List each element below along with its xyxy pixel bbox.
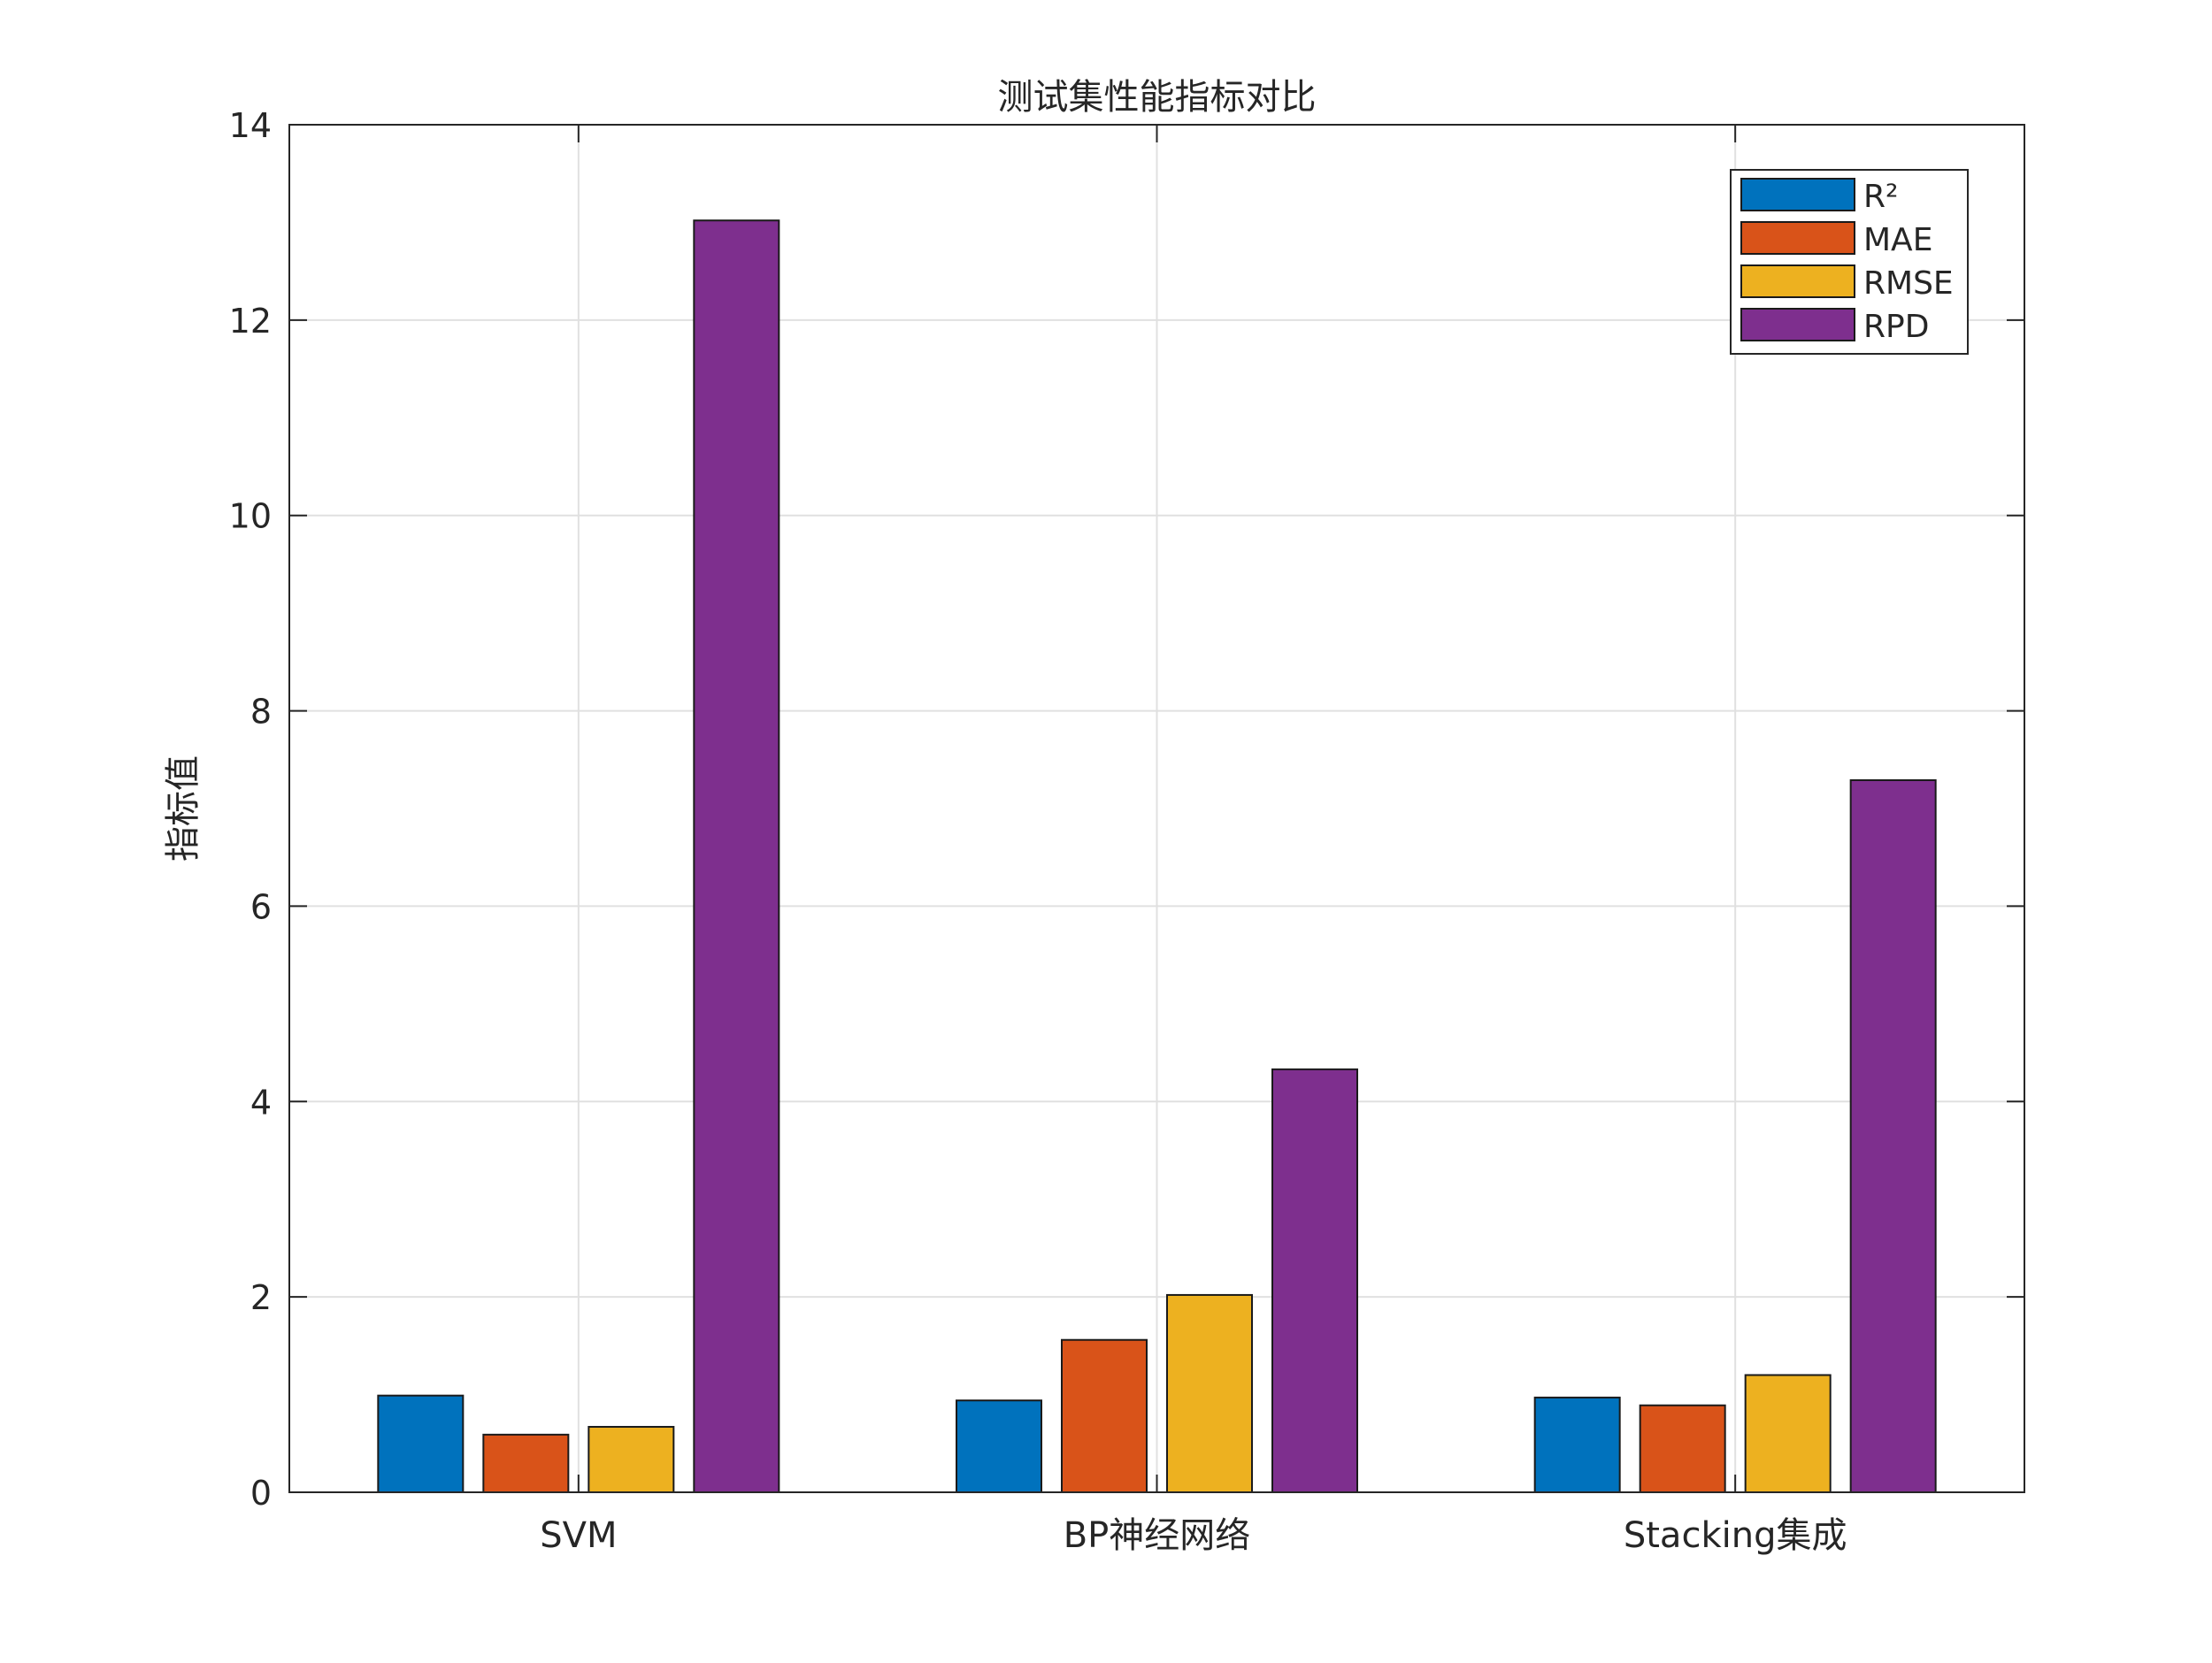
y-tick-label: 12 (229, 302, 272, 341)
legend-label: RMSE (1863, 265, 1954, 302)
y-tick-label: 14 (229, 106, 272, 145)
bar-R²-Stacking集成 (1533, 1396, 1621, 1493)
y-tick-label: 10 (229, 497, 272, 536)
bar-MAE-SVM (482, 1433, 570, 1494)
y-tick-label: 6 (250, 887, 272, 926)
legend-swatch (1740, 221, 1855, 255)
bar-RPD-SVM (693, 219, 780, 1494)
x-tick-label: BP神经网络 (1064, 1515, 1251, 1556)
bar-RMSE-BP神经网络 (1166, 1293, 1253, 1494)
bar-RMSE-SVM (588, 1426, 675, 1493)
y-tick-label: 4 (250, 1083, 272, 1122)
bar-RPD-BP神经网络 (1271, 1068, 1358, 1493)
legend-label: R² (1863, 179, 1898, 215)
y-tick-label: 2 (250, 1278, 272, 1317)
bar-RMSE-Stacking集成 (1744, 1374, 1832, 1493)
x-tick-label: Stacking集成 (1624, 1515, 1847, 1556)
bar-RPD-Stacking集成 (1849, 778, 1937, 1493)
legend: R² MAE RMSE RPD (1730, 169, 1969, 355)
legend-label: RPD (1863, 309, 1929, 345)
legend-swatch (1740, 178, 1855, 211)
chart-title: 测试集性能指标对比 (998, 77, 1317, 118)
grid-lines (289, 125, 2024, 1492)
y-tick-label: 0 (250, 1474, 272, 1513)
legend-label: MAE (1863, 222, 1932, 258)
bar-MAE-Stacking集成 (1639, 1404, 1726, 1494)
y-axis-label: 指标值 (163, 755, 204, 862)
legend-swatch (1740, 264, 1855, 298)
axis-ticks: 0 2 4 6 8 10 12 14 SVM BP神经网络 Stacking集成 (229, 106, 2024, 1556)
bar-R²-BP神经网络 (956, 1399, 1042, 1493)
x-tick-label: SVM (540, 1515, 617, 1556)
bar-series (377, 219, 1937, 1494)
legend-swatch (1740, 308, 1855, 341)
y-tick-label: 8 (250, 693, 272, 732)
bar-R²-SVM (377, 1394, 465, 1493)
bar-MAE-BP神经网络 (1061, 1338, 1148, 1494)
